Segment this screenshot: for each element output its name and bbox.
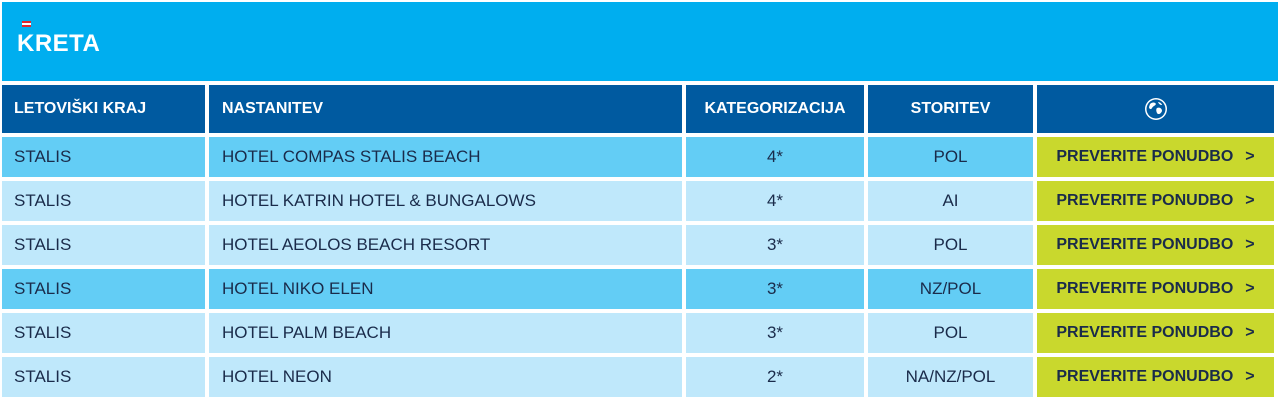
cell-place: STALIS bbox=[2, 137, 205, 177]
chevron-right-icon: > bbox=[1245, 236, 1255, 253]
table-row: STALIS HOTEL NIKO ELEN 3* NZ/POL PREVERI… bbox=[2, 269, 1278, 309]
table-row: STALIS HOTEL COMPAS STALIS BEACH 4* POL … bbox=[2, 137, 1278, 177]
header-service: STORITEV bbox=[868, 85, 1033, 133]
check-offer-label: PREVERITE PONUDBO bbox=[1056, 148, 1234, 165]
cell-place: STALIS bbox=[2, 225, 205, 265]
globe-icon bbox=[1144, 98, 1167, 120]
cell-place: STALIS bbox=[2, 357, 205, 397]
check-offer-button[interactable]: PREVERITE PONUDBO > bbox=[1037, 269, 1274, 309]
region-title: KRETA bbox=[17, 30, 101, 57]
cell-service: NZ/POL bbox=[868, 269, 1033, 309]
check-offer-button[interactable]: PREVERITE PONUDBO > bbox=[1037, 225, 1274, 265]
chevron-right-icon: > bbox=[1245, 368, 1255, 385]
cell-category: 4* bbox=[686, 137, 864, 177]
cell-category: 3* bbox=[686, 269, 864, 309]
cell-service: POL bbox=[868, 137, 1033, 177]
header-globe bbox=[1037, 85, 1274, 133]
chevron-right-icon: > bbox=[1245, 148, 1255, 165]
check-offer-label: PREVERITE PONUDBO bbox=[1056, 280, 1234, 297]
check-offer-button[interactable]: PREVERITE PONUDBO > bbox=[1037, 137, 1274, 177]
title-bar: KRETA bbox=[2, 2, 1278, 81]
cell-service: NA/NZ/POL bbox=[868, 357, 1033, 397]
cell-category: 2* bbox=[686, 357, 864, 397]
check-offer-label: PREVERITE PONUDBO bbox=[1056, 236, 1234, 253]
check-offer-label: PREVERITE PONUDBO bbox=[1056, 192, 1234, 209]
chevron-right-icon: > bbox=[1245, 192, 1255, 209]
check-offer-label: PREVERITE PONUDBO bbox=[1056, 368, 1234, 385]
cell-hotel: HOTEL AEOLOS BEACH RESORT bbox=[209, 225, 682, 265]
cell-hotel: HOTEL PALM BEACH bbox=[209, 313, 682, 353]
cell-hotel: HOTEL NIKO ELEN bbox=[209, 269, 682, 309]
cell-service: AI bbox=[868, 181, 1033, 221]
header-accommodation: NASTANITEV bbox=[209, 85, 682, 133]
cell-service: POL bbox=[868, 313, 1033, 353]
cell-place: STALIS bbox=[2, 313, 205, 353]
table-row: STALIS HOTEL KATRIN HOTEL & BUNGALOWS 4*… bbox=[2, 181, 1278, 221]
check-offer-button[interactable]: PREVERITE PONUDBO > bbox=[1037, 357, 1274, 397]
chevron-right-icon: > bbox=[1245, 280, 1255, 297]
cell-category: 4* bbox=[686, 181, 864, 221]
check-offer-label: PREVERITE PONUDBO bbox=[1056, 324, 1234, 341]
table-row: STALIS HOTEL NEON 2* NA/NZ/POL PREVERITE… bbox=[2, 357, 1278, 397]
table-row: STALIS HOTEL AEOLOS BEACH RESORT 3* POL … bbox=[2, 225, 1278, 265]
chevron-right-icon: > bbox=[1245, 324, 1255, 341]
check-offer-button[interactable]: PREVERITE PONUDBO > bbox=[1037, 313, 1274, 353]
header-place: LETOVIŠKI KRAJ bbox=[2, 85, 205, 133]
flag-icon bbox=[22, 21, 31, 27]
table-header-row: LETOVIŠKI KRAJ NASTANITEV KATEGORIZACIJA… bbox=[2, 85, 1278, 133]
hotel-table: LETOVIŠKI KRAJ NASTANITEV KATEGORIZACIJA… bbox=[2, 85, 1278, 401]
cell-place: STALIS bbox=[2, 181, 205, 221]
cell-service: POL bbox=[868, 225, 1033, 265]
check-offer-button[interactable]: PREVERITE PONUDBO > bbox=[1037, 181, 1274, 221]
cell-hotel: HOTEL KATRIN HOTEL & BUNGALOWS bbox=[209, 181, 682, 221]
cell-place: STALIS bbox=[2, 269, 205, 309]
cell-category: 3* bbox=[686, 225, 864, 265]
header-category: KATEGORIZACIJA bbox=[686, 85, 864, 133]
cell-category: 3* bbox=[686, 313, 864, 353]
table-row: STALIS HOTEL PALM BEACH 3* POL PREVERITE… bbox=[2, 313, 1278, 353]
cell-hotel: HOTEL COMPAS STALIS BEACH bbox=[209, 137, 682, 177]
cell-hotel: HOTEL NEON bbox=[209, 357, 682, 397]
